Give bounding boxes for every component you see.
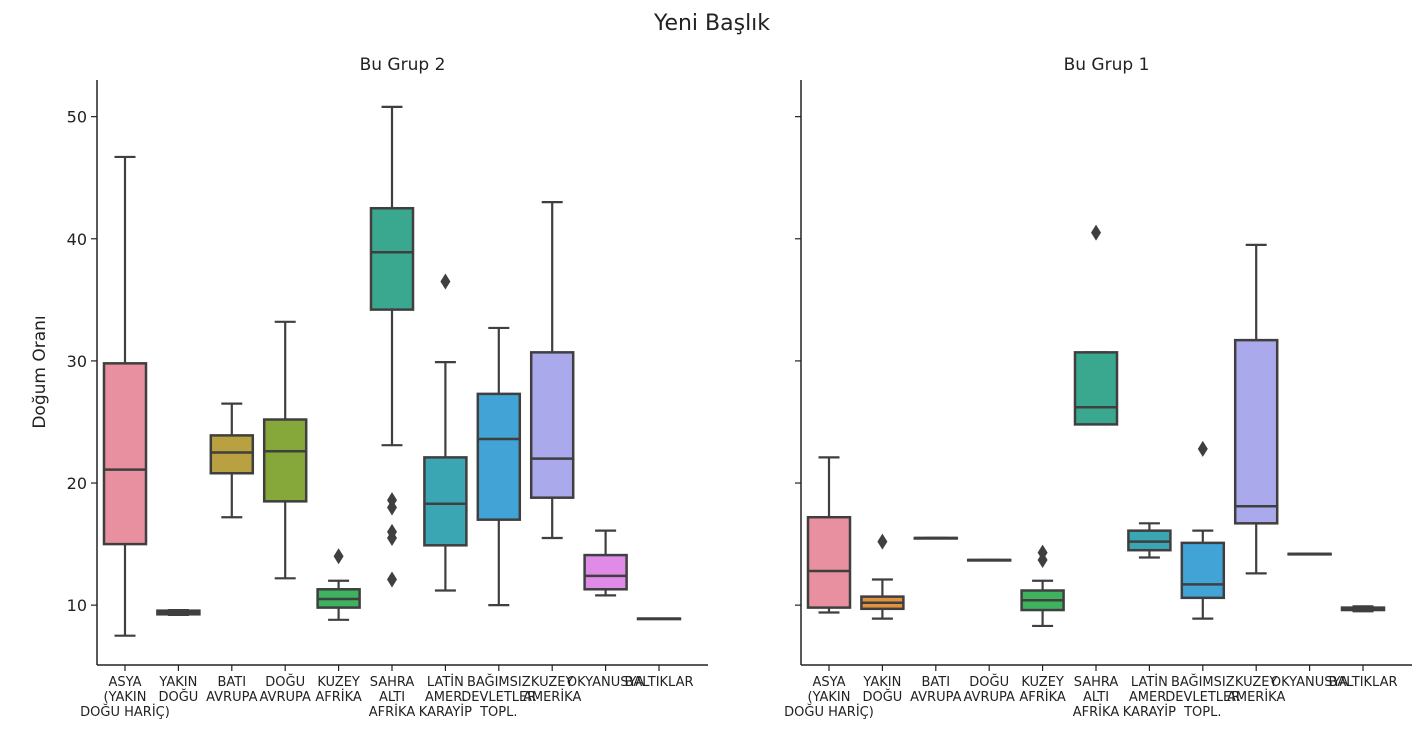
x-tick-label: DOĞU AVRUPA	[259, 675, 311, 705]
y-tick-label: 40	[67, 230, 87, 249]
panel-title: Bu Grup 2	[360, 55, 446, 75]
x-tick-label: KUZEY AFRİKA	[1019, 675, 1066, 705]
x-tick-label: BALTIKLAR	[1328, 675, 1398, 690]
box	[1233, 338, 1279, 525]
x-tick-label: KUZEY AMERİKA	[1226, 675, 1286, 705]
x-tick-label: BATI AVRUPA	[910, 675, 962, 705]
box	[1073, 351, 1119, 426]
panel-title: Bu Grup 1	[1064, 55, 1150, 75]
outlier-point	[387, 571, 397, 588]
x-tick-label: ASYA (YAKIN DOĞU HARİÇ)	[784, 675, 874, 720]
x-tick-label: OKYANUSYA	[566, 675, 645, 690]
y-axis-label: Doğum Oranı	[30, 315, 50, 428]
box	[476, 392, 522, 521]
box	[806, 515, 852, 609]
outlier-point	[877, 533, 888, 550]
box	[423, 456, 468, 547]
box	[102, 362, 148, 546]
x-tick-label: LATİN AMER. KARAYİP	[1122, 675, 1176, 720]
outlier-point	[1197, 440, 1208, 457]
outlier-point	[440, 273, 451, 290]
x-tick-label: KUZEY AFRİKA	[315, 675, 362, 705]
box	[583, 553, 628, 591]
x-tick-label: KUZEY AMERİKA	[522, 675, 582, 705]
x-tick-label: DOĞU AVRUPA	[963, 675, 1015, 705]
outlier-point	[333, 548, 344, 565]
figure-title: Yeni Başlık	[653, 11, 770, 36]
y-tick-label: 20	[67, 474, 87, 493]
box	[1180, 541, 1226, 600]
outlier-point	[1091, 224, 1101, 241]
x-tick-label: OKYANUSYA	[1270, 675, 1349, 690]
y-tick-label: 50	[67, 108, 87, 127]
box	[262, 418, 308, 503]
x-tick-label: BAĞIMSIZ DEVLETLER TOPL.	[1165, 675, 1241, 720]
outlier-point	[1037, 544, 1048, 561]
box	[369, 206, 415, 311]
x-tick-label: ASYA (YAKIN DOĞU HARİÇ)	[80, 675, 170, 720]
x-tick-label: SAHRA ALTI AFRİKA	[368, 675, 416, 720]
x-tick-label: YAKIN DOĞU	[862, 675, 903, 705]
x-tick-label: SAHRA ALTI AFRİKA	[1072, 675, 1120, 720]
box	[529, 351, 575, 499]
x-tick-label: BATI AVRUPA	[206, 675, 258, 705]
outlier-point	[387, 492, 397, 509]
outlier-point	[387, 523, 397, 540]
x-tick-label: BAĞIMSIZ DEVLETLER TOPL.	[461, 675, 537, 720]
box	[209, 434, 255, 475]
x-tick-label: YAKIN DOĞU	[158, 675, 199, 705]
x-tick-label: LATİN AMER. KARAYİP	[418, 675, 472, 720]
x-tick-label: BALTIKLAR	[624, 675, 694, 690]
y-tick-label: 10	[67, 596, 87, 615]
y-tick-label: 30	[67, 352, 87, 371]
